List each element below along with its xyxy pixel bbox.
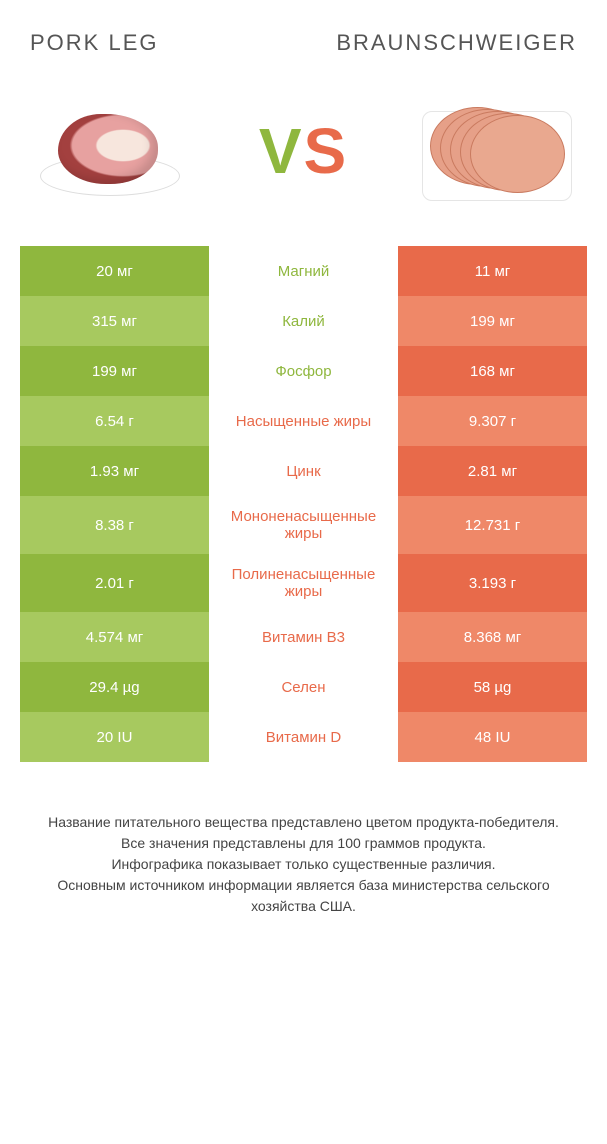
right-product-image [417,96,577,206]
right-value: 2.81 мг [398,446,587,496]
table-row: 29.4 µgСелен58 µg [20,662,587,712]
left-value: 29.4 µg [20,662,209,712]
left-product-title: PORK LEG [30,30,158,56]
footer-line: Название питательного вещества представл… [30,812,577,833]
nutrient-name: Мононенасыщенные жиры [209,496,398,554]
right-value: 3.193 г [398,554,587,612]
header: PORK LEG BRAUNSCHWEIGER [20,30,587,76]
vs-row: VS [20,76,587,246]
right-value: 48 IU [398,712,587,762]
left-value: 20 мг [20,246,209,296]
nutrient-name: Магний [209,246,398,296]
right-value: 12.731 г [398,496,587,554]
table-row: 199 мгФосфор168 мг [20,346,587,396]
right-value: 168 мг [398,346,587,396]
nutrient-name: Насыщенные жиры [209,396,398,446]
nutrient-name: Фосфор [209,346,398,396]
table-row: 4.574 мгВитамин B38.368 мг [20,612,587,662]
nutrient-name: Полиненасыщенные жиры [209,554,398,612]
left-value: 315 мг [20,296,209,346]
right-value: 11 мг [398,246,587,296]
left-value: 6.54 г [20,396,209,446]
table-row: 1.93 мгЦинк2.81 мг [20,446,587,496]
right-product-title: BRAUNSCHWEIGER [336,30,577,56]
table-row: 20 мгМагний11 мг [20,246,587,296]
nutrient-name: Селен [209,662,398,712]
left-value: 4.574 мг [20,612,209,662]
footer-note: Название питательного вещества представл… [20,812,587,917]
right-value: 58 µg [398,662,587,712]
table-row: 315 мгКалий199 мг [20,296,587,346]
footer-line: Инфографика показывает только существенн… [30,854,577,875]
left-value: 20 IU [20,712,209,762]
left-value: 8.38 г [20,496,209,554]
table-row: 20 IUВитамин D48 IU [20,712,587,762]
nutrient-name: Калий [209,296,398,346]
vs-label: VS [259,114,348,188]
footer-line: Все значения представлены для 100 граммо… [30,833,577,854]
left-product-image [30,96,190,206]
footer-line: Основным источником информации является … [30,875,577,917]
nutrient-table: 20 мгМагний11 мг315 мгКалий199 мг199 мгФ… [20,246,587,762]
left-value: 1.93 мг [20,446,209,496]
left-value: 199 мг [20,346,209,396]
nutrient-name: Цинк [209,446,398,496]
right-value: 8.368 мг [398,612,587,662]
left-value: 2.01 г [20,554,209,612]
right-value: 9.307 г [398,396,587,446]
table-row: 6.54 гНасыщенные жиры9.307 г [20,396,587,446]
table-row: 8.38 гМононенасыщенные жиры12.731 г [20,496,587,554]
table-row: 2.01 гПолиненасыщенные жиры3.193 г [20,554,587,612]
nutrient-name: Витамин B3 [209,612,398,662]
nutrient-name: Витамин D [209,712,398,762]
right-value: 199 мг [398,296,587,346]
